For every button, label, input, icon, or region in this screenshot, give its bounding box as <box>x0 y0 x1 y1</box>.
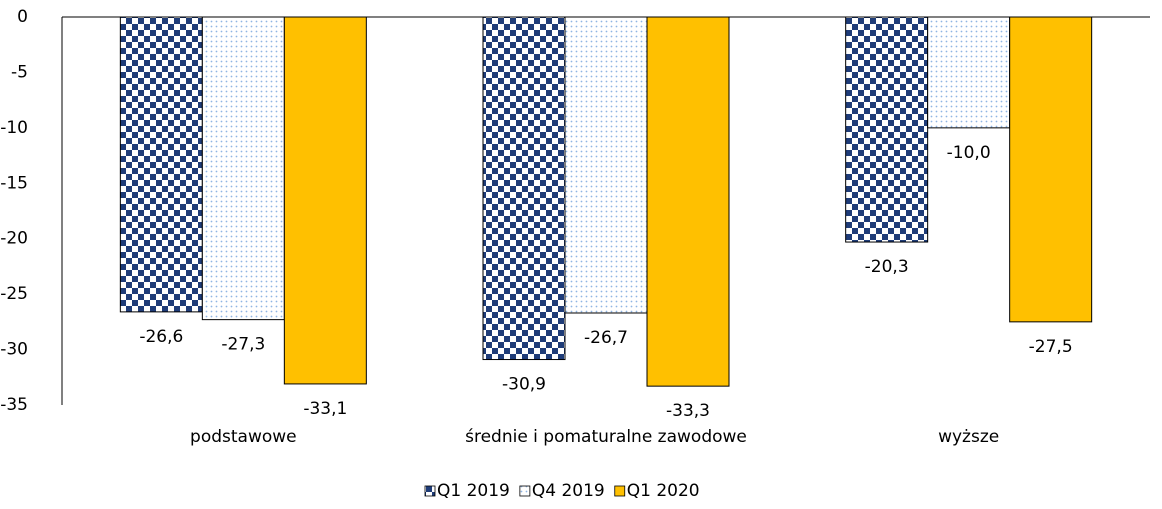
x-tick-label: wyższe <box>938 427 999 447</box>
legend-swatch <box>424 485 436 497</box>
legend-label: Q1 2019 <box>437 481 510 501</box>
value-label: -27,5 <box>1029 337 1073 357</box>
y-tick-label: -10 <box>0 118 28 138</box>
x-tick-label: średnie i pomaturalne zawodowe <box>465 427 747 447</box>
value-label: -33,1 <box>303 399 347 419</box>
y-tick-label: -20 <box>0 229 28 249</box>
bar <box>1009 16 1093 323</box>
legend-label: Q4 2019 <box>532 481 605 501</box>
legend-swatch <box>614 485 626 497</box>
bar <box>845 16 929 243</box>
value-label: -10,0 <box>947 143 991 163</box>
y-tick-label: -30 <box>0 340 28 360</box>
value-label: -30,9 <box>502 375 546 395</box>
y-tick-label: -5 <box>11 62 28 82</box>
bar <box>927 16 1011 129</box>
y-tick-label: 0 <box>17 7 28 27</box>
value-label: -26,7 <box>584 328 628 348</box>
legend-label: Q1 2020 <box>627 481 700 501</box>
bar <box>564 16 648 314</box>
legend-swatch <box>519 485 531 497</box>
y-tick-label: -35 <box>0 395 28 415</box>
value-label: -33,3 <box>666 401 710 421</box>
value-label: -20,3 <box>865 257 909 277</box>
value-label: -27,3 <box>221 335 265 355</box>
x-tick-label: podstawowe <box>190 427 297 447</box>
bar <box>201 16 285 321</box>
y-tick-label: -15 <box>0 173 28 193</box>
bar <box>283 16 367 385</box>
y-tick-label: -25 <box>0 284 28 304</box>
bar <box>482 16 566 361</box>
bar <box>646 16 730 387</box>
bar <box>119 16 203 313</box>
value-label: -26,6 <box>139 327 183 347</box>
